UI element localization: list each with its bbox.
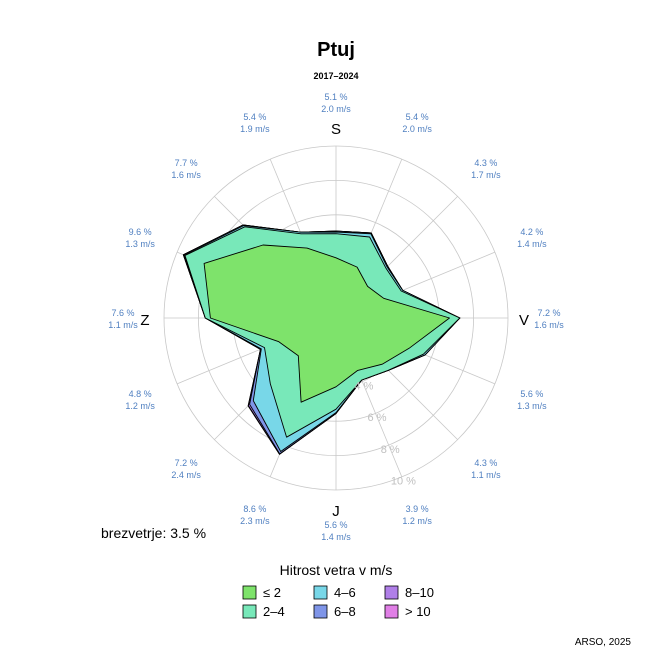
sector-speed: 1.3 m/s xyxy=(125,239,155,249)
ring-label: 8 % xyxy=(381,444,400,456)
legend-label: ≤ 2 xyxy=(263,585,281,600)
sector-speed: 1.4 m/s xyxy=(517,239,547,249)
sector-speed: 1.9 m/s xyxy=(240,124,270,134)
sector-speed: 1.2 m/s xyxy=(402,516,432,526)
sector-percent: 5.4 % xyxy=(243,112,266,122)
ring-labels: 4 % 6 % 8 % 10 % xyxy=(354,380,416,487)
sector-percent: 5.4 % xyxy=(406,112,429,122)
sector-speed: 1.6 m/s xyxy=(534,320,564,330)
sector-percent: 7.6 % xyxy=(111,308,134,318)
sector-speed: 1.7 m/s xyxy=(471,170,501,180)
sector-percent: 5.6 % xyxy=(520,389,543,399)
legend-label: 4–6 xyxy=(334,585,356,600)
sector-speed: 1.3 m/s xyxy=(517,401,547,411)
sector-percent: 7.2 % xyxy=(537,308,560,318)
sector-speed: 1.6 m/s xyxy=(171,170,201,180)
legend-swatch xyxy=(313,604,328,619)
chart-subtitle: 2017–2024 xyxy=(313,71,358,81)
rose-bands xyxy=(182,224,461,455)
ring-label: 6 % xyxy=(368,412,387,424)
sector-percent: 9.6 % xyxy=(129,227,152,237)
sector-speed: 1.1 m/s xyxy=(108,320,138,330)
legend-label: 8–10 xyxy=(405,585,434,600)
sector-percent: 7.2 % xyxy=(175,458,198,468)
ring-label: 4 % xyxy=(354,380,373,392)
sector-percent: 3.9 % xyxy=(406,504,429,514)
sector-speed: 2.3 m/s xyxy=(240,516,270,526)
sector-labels: 5.1 % 2.0 m/s 5.4 % 2.0 m/s 4.3 % 1.7 m/s 4.2 … xyxy=(108,92,564,542)
sector-speed: 2.4 m/s xyxy=(171,470,201,480)
legend-swatch xyxy=(384,585,399,600)
legend-label: 2–4 xyxy=(263,604,285,619)
chart-title: Ptuj xyxy=(317,39,355,61)
source-credit: ARSO, 2025 xyxy=(575,637,632,648)
ring-label: 10 % xyxy=(391,476,416,488)
sector-percent: 4.2 % xyxy=(520,227,543,237)
band-1 xyxy=(203,244,450,403)
sector-speed: 1.4 m/s xyxy=(321,532,351,542)
direction-label-east: V xyxy=(519,312,529,329)
direction-label-north: S xyxy=(331,121,341,138)
legend-swatch xyxy=(242,585,257,600)
sector-percent: 8.6 % xyxy=(243,504,266,514)
legend-label: > 10 xyxy=(405,604,431,619)
legend-swatch xyxy=(384,604,399,619)
legend-swatch xyxy=(313,585,328,600)
direction-label-south: J xyxy=(332,503,340,520)
direction-label-west: Z xyxy=(140,312,149,329)
sector-percent: 5.6 % xyxy=(324,520,347,530)
sector-speed: 1.1 m/s xyxy=(471,470,501,480)
calm-label: brezvetrje: 3.5 % xyxy=(101,525,206,541)
sector-percent: 4.3 % xyxy=(474,458,497,468)
legend-title: Hitrost vetra v m/s xyxy=(280,562,393,578)
sector-percent: 5.1 % xyxy=(324,92,347,102)
legend-swatch xyxy=(242,604,257,619)
legend: Hitrost vetra v m/s ≤ 2 2–4 4–6 6–8 8–10 > 10 xyxy=(242,562,434,619)
sector-speed: 2.0 m/s xyxy=(402,124,432,134)
legend-label: 6–8 xyxy=(334,604,356,619)
sector-speed: 1.2 m/s xyxy=(125,401,155,411)
sector-percent: 4.8 % xyxy=(129,389,152,399)
sector-percent: 4.3 % xyxy=(474,158,497,168)
sector-speed: 2.0 m/s xyxy=(321,104,351,114)
sector-percent: 7.7 % xyxy=(175,158,198,168)
